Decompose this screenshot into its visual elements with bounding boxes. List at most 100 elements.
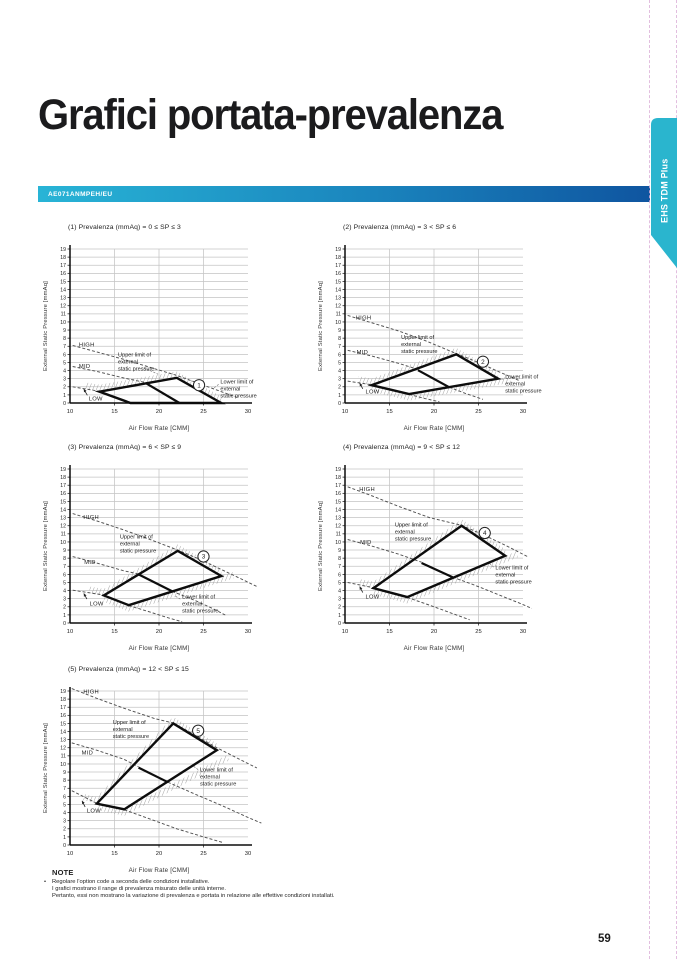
svg-text:18: 18 (60, 255, 66, 261)
svg-text:25: 25 (200, 851, 206, 857)
chart-5: (5) Prevalenza (mmAq) = 12 < SP ≤ 15 HIG… (40, 664, 340, 876)
svg-text:10: 10 (335, 540, 341, 546)
svg-text:9: 9 (338, 328, 341, 334)
svg-text:10: 10 (67, 851, 73, 857)
svg-text:1: 1 (338, 613, 341, 619)
svg-text:7: 7 (63, 344, 66, 350)
svg-text:10: 10 (60, 320, 66, 326)
svg-text:9: 9 (63, 328, 66, 334)
svg-text:Lower limit of: Lower limit of (182, 595, 215, 601)
svg-text:1: 1 (63, 613, 66, 619)
svg-text:10: 10 (335, 320, 341, 326)
svg-text:20: 20 (431, 629, 437, 635)
svg-text:Air Flow Rate [CMM]: Air Flow Rate [CMM] (404, 645, 465, 652)
svg-text:0: 0 (63, 843, 66, 849)
svg-text:static pressure: static pressure (200, 782, 236, 788)
svg-text:17: 17 (335, 263, 341, 269)
svg-text:external: external (401, 342, 421, 348)
svg-text:12: 12 (60, 524, 66, 530)
svg-text:9: 9 (63, 548, 66, 554)
svg-text:HIGH: HIGH (356, 316, 372, 322)
svg-text:5: 5 (338, 580, 341, 586)
svg-text:30: 30 (245, 409, 251, 415)
svg-text:8: 8 (63, 336, 66, 342)
svg-text:LOW: LOW (89, 397, 103, 403)
svg-text:1: 1 (63, 393, 66, 399)
svg-text:Upper limit of: Upper limit of (113, 720, 146, 726)
svg-text:11: 11 (61, 532, 66, 538)
svg-text:2: 2 (63, 827, 66, 833)
svg-text:4: 4 (338, 588, 341, 594)
svg-text:12: 12 (335, 524, 341, 530)
crop-guide-line (676, 0, 677, 959)
svg-text:18: 18 (60, 475, 66, 481)
svg-text:17: 17 (60, 705, 66, 711)
svg-text:Lower limit of: Lower limit of (220, 380, 253, 386)
svg-text:Air Flow Rate [CMM]: Air Flow Rate [CMM] (404, 425, 465, 432)
chart-title: (4) Prevalenza (mmAq) = 9 < SP ≤ 12 (343, 444, 461, 451)
chart-title: (3) Prevalenza (mmAq) = 6 < SP ≤ 9 (68, 444, 182, 451)
svg-text:External Static Pressure [mmAq: External Static Pressure [mmAq] (318, 501, 324, 591)
svg-text:3: 3 (338, 377, 341, 383)
svg-text:18: 18 (335, 475, 341, 481)
svg-text:11: 11 (61, 754, 66, 760)
note-line: Pertanto, essi non mostrano la variazion… (52, 893, 335, 900)
svg-text:15: 15 (111, 851, 117, 857)
svg-text:15: 15 (60, 721, 66, 727)
svg-text:2: 2 (338, 385, 341, 391)
svg-text:6: 6 (63, 794, 66, 800)
svg-text:20: 20 (431, 409, 437, 415)
svg-text:4: 4 (63, 810, 66, 816)
svg-text:20: 20 (156, 851, 162, 857)
svg-text:5: 5 (63, 360, 66, 366)
svg-text:Upper limit of: Upper limit of (120, 534, 153, 540)
svg-text:external: external (220, 387, 240, 393)
svg-text:static pressure: static pressure (120, 548, 156, 554)
svg-text:External Static Pressure [mmAq: External Static Pressure [mmAq] (318, 281, 324, 371)
svg-text:15: 15 (386, 409, 392, 415)
svg-text:3: 3 (338, 597, 341, 603)
svg-text:30: 30 (245, 851, 251, 857)
chart-4: (4) Prevalenza (mmAq) = 9 < SP ≤ 12 HIGH… (315, 442, 615, 654)
svg-text:4: 4 (338, 368, 341, 374)
chart-3: (3) Prevalenza (mmAq) = 6 < SP ≤ 9 HIGH M… (40, 442, 340, 654)
svg-text:13: 13 (60, 296, 66, 302)
svg-text:External Static Pressure [mmAq: External Static Pressure [mmAq] (43, 281, 49, 371)
svg-text:7: 7 (63, 564, 66, 570)
svg-text:HIGH: HIGH (83, 515, 99, 521)
svg-text:14: 14 (60, 729, 66, 735)
svg-text:HIGH: HIGH (79, 342, 95, 348)
svg-text:LOW: LOW (365, 389, 379, 395)
svg-text:10: 10 (67, 409, 73, 415)
svg-text:static pressure: static pressure (395, 537, 431, 543)
svg-text:MID: MID (84, 560, 96, 566)
svg-text:0: 0 (63, 621, 66, 627)
svg-text:8: 8 (338, 556, 341, 562)
svg-text:static pressure: static pressure (118, 366, 154, 372)
svg-text:static pressure: static pressure (505, 389, 541, 395)
svg-text:25: 25 (475, 409, 481, 415)
svg-text:15: 15 (335, 279, 341, 285)
svg-text:16: 16 (335, 491, 341, 497)
svg-text:4: 4 (63, 588, 66, 594)
chart-3-plot: HIGHMIDLOW012345678910111213141516171819… (43, 465, 258, 652)
svg-text:Upper limit of: Upper limit of (401, 335, 434, 341)
note-line: • Regolare l'option code a seconda delle … (44, 879, 604, 886)
svg-text:Air Flow Rate [CMM]: Air Flow Rate [CMM] (129, 425, 190, 432)
svg-text:MID: MID (357, 350, 369, 356)
svg-text:16: 16 (335, 271, 341, 277)
svg-text:external: external (495, 573, 515, 579)
svg-text:12: 12 (60, 304, 66, 310)
svg-text:HIGH: HIGH (83, 689, 99, 695)
svg-text:5: 5 (63, 802, 66, 808)
svg-text:15: 15 (60, 499, 66, 505)
svg-text:14: 14 (335, 287, 341, 293)
svg-text:7: 7 (338, 344, 341, 350)
model-bar: AE071ANMPEH/EU (38, 186, 650, 202)
svg-text:30: 30 (520, 629, 526, 635)
svg-text:15: 15 (111, 629, 117, 635)
svg-text:static pressure: static pressure (113, 734, 149, 740)
svg-text:13: 13 (60, 738, 66, 744)
svg-text:2: 2 (338, 605, 341, 611)
